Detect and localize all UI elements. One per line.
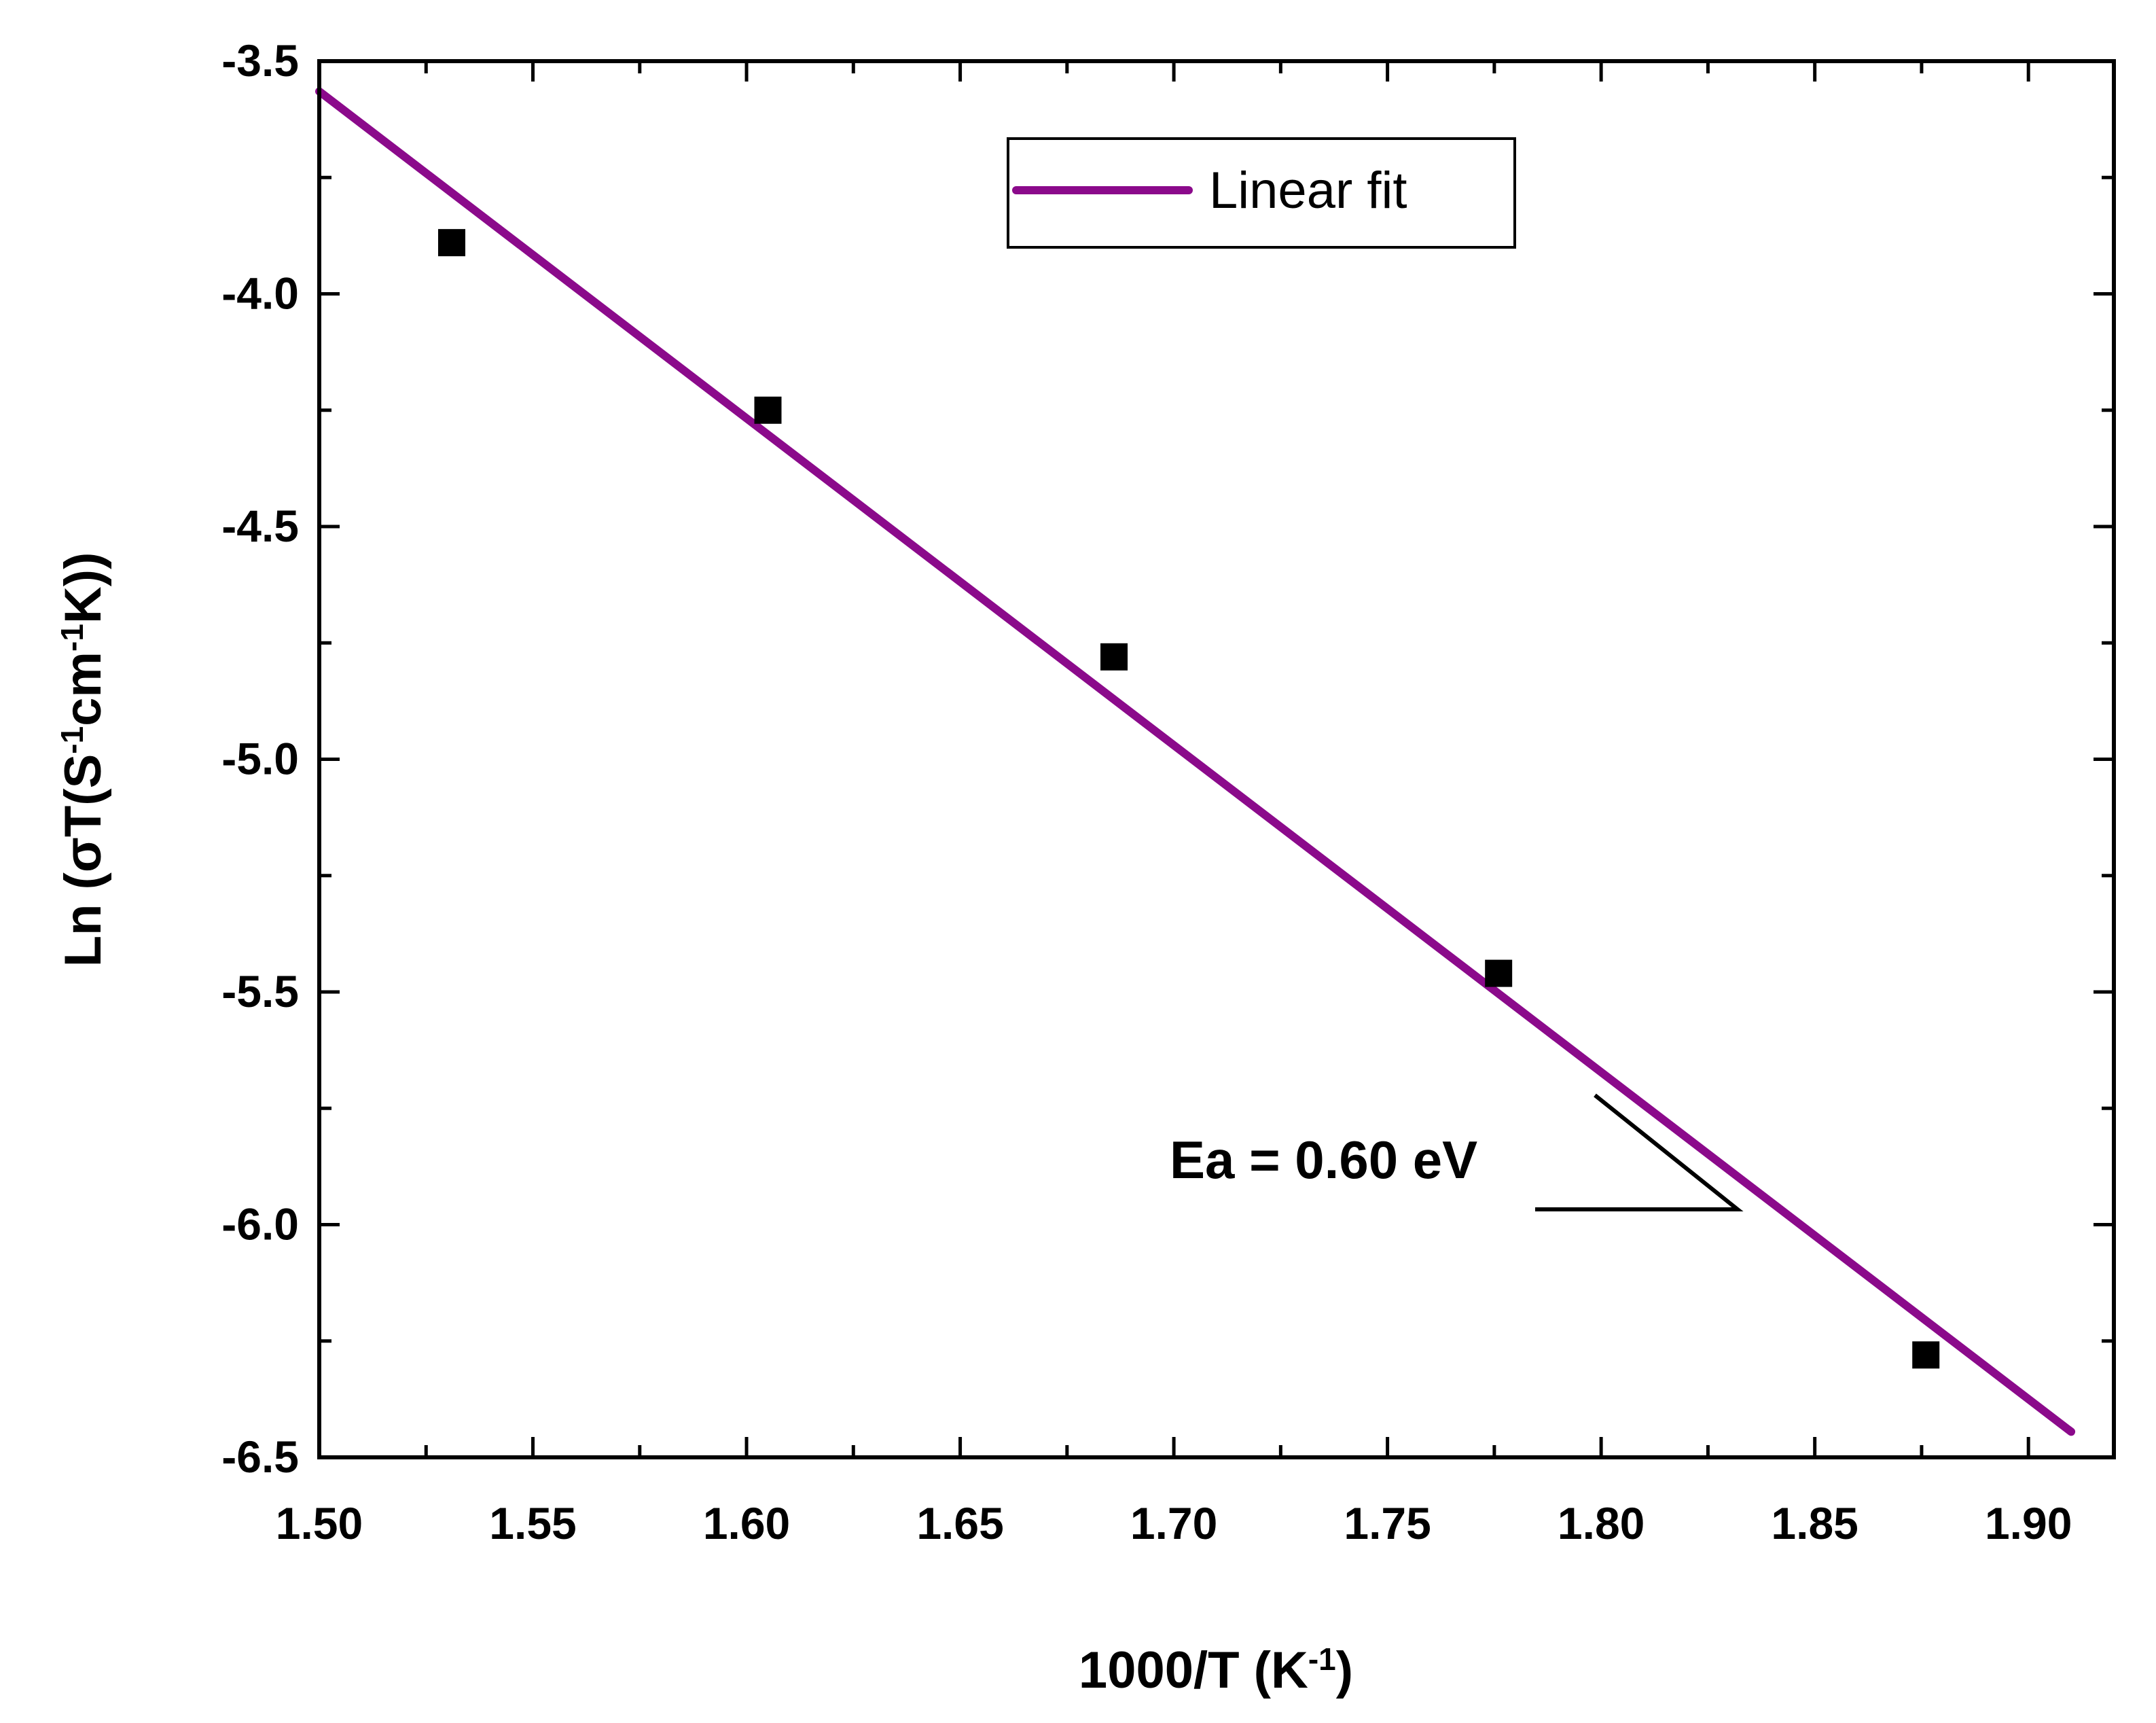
plot-frame — [317, 59, 2116, 1459]
x-tick-label: 1.85 — [1771, 1498, 1858, 1548]
y-tick-label: -4.0 — [221, 268, 299, 319]
data-point — [1485, 959, 1513, 987]
legend-label-linear-fit: Linear fit — [1209, 162, 1407, 219]
data-point — [1912, 1341, 1940, 1369]
x-tick-label: 1.70 — [1130, 1498, 1217, 1548]
x-tick-label: 1.75 — [1344, 1498, 1431, 1548]
data-points — [438, 229, 1940, 1369]
y-tick-label: -6.0 — [221, 1199, 299, 1249]
x-tick-label: 1.80 — [1558, 1498, 1645, 1548]
data-point — [754, 396, 782, 424]
activation-energy-annotation: Ea = 0.60 eV — [1170, 1093, 1744, 1211]
slope-indicator — [1535, 1093, 1744, 1211]
linear-fit-line — [315, 87, 2076, 1436]
legend: Linear fit — [1007, 137, 1516, 249]
y-tick-label: -5.0 — [221, 734, 299, 784]
x-tick-label: 1.90 — [1985, 1498, 2072, 1548]
x-axis-title: 1000/T (K-1) — [1079, 1641, 1353, 1699]
y-tick-label: -4.5 — [221, 501, 299, 551]
ticks-layer: 1.50 1.55 1.60 1.65 1.70 1.75 1.80 1.85 1.90 -3.5… — [221, 35, 2114, 1548]
x-tick-label: 1.55 — [489, 1498, 576, 1548]
x-tick-label: 1.60 — [703, 1498, 790, 1548]
activation-energy-label: Ea = 0.60 eV — [1170, 1130, 1477, 1190]
y-tick-label: -5.5 — [221, 966, 299, 1016]
y-tick-label: -3.5 — [221, 35, 299, 86]
data-point — [1100, 643, 1128, 671]
fit-layer — [315, 87, 2076, 1436]
y-tick-label: -6.5 — [221, 1432, 299, 1482]
y-axis-title: Ln (σT(S-1cm-1K)) — [54, 552, 112, 967]
data-point — [438, 229, 466, 257]
x-tick-label: 1.65 — [916, 1498, 1003, 1548]
x-tick-label: 1.50 — [276, 1498, 363, 1548]
